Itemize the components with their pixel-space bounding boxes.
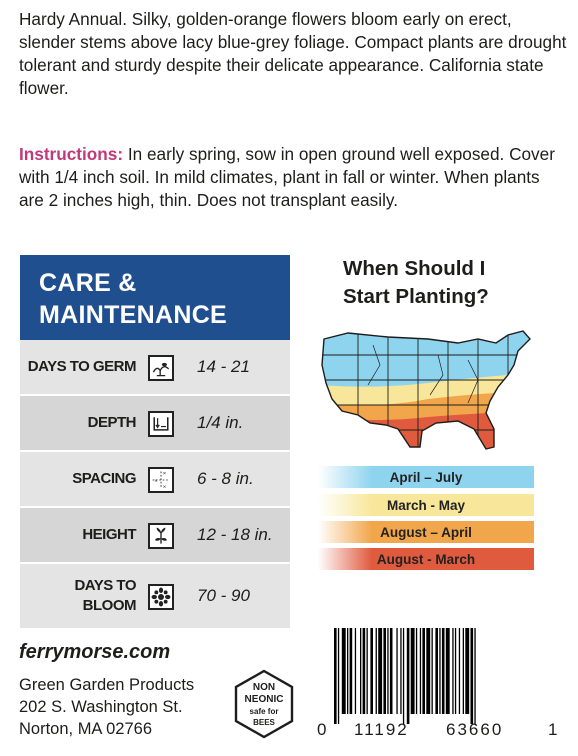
barcode-bar bbox=[470, 628, 474, 724]
barcode-bar bbox=[474, 628, 476, 724]
care-row-height: HEIGHT 12 - 18 in. bbox=[20, 508, 290, 564]
barcode-bar bbox=[360, 628, 362, 714]
product-description: Hardy Annual. Silky, golden-orange flowe… bbox=[19, 9, 567, 98]
barcode-bar bbox=[370, 628, 373, 714]
barcode-bar bbox=[431, 628, 433, 714]
barcode-bar bbox=[426, 628, 431, 714]
depth-icon bbox=[148, 411, 174, 437]
instructions: Instructions: In early spring, sow in op… bbox=[19, 143, 567, 212]
zone-legend-march-may: March - May bbox=[318, 494, 534, 516]
care-row-label-line2: BLOOM bbox=[82, 597, 137, 614]
barcode-bar bbox=[452, 628, 454, 714]
barcode-bar bbox=[400, 628, 402, 714]
barcode-bar bbox=[458, 628, 461, 714]
barcode-mid-digits: 11192 bbox=[354, 720, 409, 739]
spacing-icon: × × × bbox=[148, 467, 174, 493]
svg-text:×: × bbox=[163, 484, 167, 490]
badge-line2: NEONIC bbox=[245, 694, 284, 705]
care-row-value: 70 - 90 bbox=[197, 586, 250, 605]
care-row-label-line1: DAYS TO bbox=[74, 577, 136, 594]
barcode-bar bbox=[387, 628, 389, 714]
barcode-bar bbox=[354, 628, 357, 714]
care-row-label: SPACING bbox=[72, 470, 136, 487]
instructions-text: In early spring, sow in open ground well… bbox=[19, 144, 555, 210]
care-row-value: 1/4 in. bbox=[197, 413, 244, 432]
company-name: Green Garden Products bbox=[19, 676, 195, 694]
care-row-label: HEIGHT bbox=[82, 526, 136, 543]
planting-title-line2: Start Planting? bbox=[343, 285, 489, 308]
care-row-depth: DEPTH 1/4 in. bbox=[20, 396, 290, 452]
barcode-bar bbox=[375, 628, 377, 714]
upc-barcode bbox=[334, 628, 476, 724]
barcode-bar bbox=[362, 628, 366, 714]
care-row-value: 14 - 21 bbox=[197, 357, 250, 376]
svg-text:×: × bbox=[163, 471, 167, 477]
zone-legend-april-july: April – July bbox=[318, 466, 534, 488]
barcode-bar bbox=[389, 628, 393, 714]
barcode-left-digit: 0 bbox=[317, 720, 327, 739]
height-icon bbox=[148, 523, 174, 549]
care-row-label: DAYS TO BLOOM bbox=[74, 564, 136, 628]
barcode-bar bbox=[462, 628, 464, 714]
svg-text:×: × bbox=[154, 479, 158, 485]
barcode-bar bbox=[435, 628, 438, 714]
care-row-days-to-germ: DAYS TO GERM 14 - 21 bbox=[20, 340, 290, 396]
barcode-bar bbox=[445, 628, 450, 714]
barcode-bar bbox=[337, 628, 340, 724]
barcode-bar bbox=[419, 628, 422, 714]
badge-line1: NON bbox=[253, 682, 275, 693]
street-address: 202 S. Washington St. bbox=[19, 698, 183, 716]
barcode-bar bbox=[396, 628, 398, 714]
barcode-check-digit: 1 bbox=[548, 720, 558, 739]
barcode-bar bbox=[454, 628, 457, 714]
care-title-line1: CARE & bbox=[39, 269, 137, 297]
non-neonic-badge: NON NEONIC safe for BEES bbox=[234, 669, 294, 739]
barcode-bar bbox=[439, 628, 441, 714]
barcode-bar bbox=[415, 628, 418, 714]
care-header: CARE & MAINTENANCE bbox=[20, 255, 290, 340]
care-row-days-to-bloom: DAYS TO BLOOM 70 - 90 bbox=[20, 564, 290, 630]
barcode-bar bbox=[334, 628, 337, 724]
germination-icon bbox=[148, 355, 174, 381]
care-row-label: DAYS TO GERM bbox=[27, 358, 137, 375]
company-address: Green Garden Products 202 S. Washington … bbox=[19, 674, 194, 740]
barcode-bar bbox=[341, 628, 346, 714]
barcode-bar bbox=[410, 628, 415, 714]
barcode-bar bbox=[347, 628, 349, 714]
planting-title-line1: When Should I bbox=[343, 257, 486, 280]
city-address: Norton, MA 02766 bbox=[19, 720, 152, 738]
barcode-bar bbox=[441, 628, 445, 714]
care-row-value: 12 - 18 in. bbox=[197, 525, 273, 544]
barcode-bar bbox=[383, 628, 386, 714]
barcode-bar bbox=[422, 628, 425, 714]
barcode-bar bbox=[349, 628, 353, 714]
care-row-value: 6 - 8 in. bbox=[197, 469, 254, 488]
care-row-spacing: SPACING × × × 6 - 8 in. bbox=[20, 452, 290, 508]
barcode-bar bbox=[366, 628, 368, 714]
instructions-label: Instructions: bbox=[19, 144, 124, 164]
planting-title: When Should I Start Planting? bbox=[343, 255, 543, 311]
badge-line4: BEES bbox=[253, 718, 275, 727]
us-planting-zone-map bbox=[321, 330, 531, 450]
barcode-bar bbox=[406, 628, 410, 724]
care-row-label: DEPTH bbox=[87, 414, 137, 431]
badge-line3: safe for bbox=[250, 707, 279, 716]
barcode-bar bbox=[378, 628, 383, 714]
barcode-bar bbox=[465, 628, 470, 714]
care-title-line2: MAINTENANCE bbox=[39, 301, 228, 329]
barcode-right-digits: 63660 bbox=[446, 720, 504, 739]
barcode-bar bbox=[402, 628, 405, 724]
zone-legend-august-march: August - March bbox=[318, 548, 534, 570]
website-link[interactable]: ferrymorse.com bbox=[19, 641, 171, 663]
flower-icon bbox=[148, 584, 174, 610]
zone-legend-august-april: August – April bbox=[318, 521, 534, 543]
care-maintenance-table: CARE & MAINTENANCE DAYS TO GERM 14 - 21 … bbox=[20, 255, 290, 630]
